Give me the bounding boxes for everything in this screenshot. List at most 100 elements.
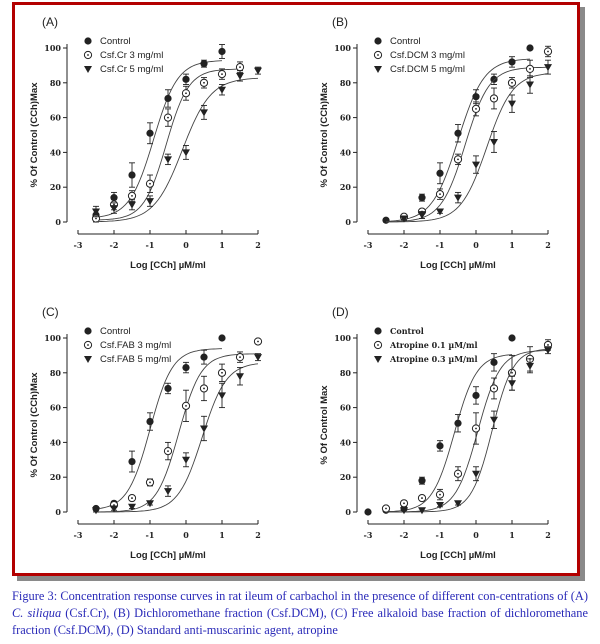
data-point-dot bbox=[113, 504, 115, 506]
data-point bbox=[200, 60, 208, 68]
x-tick-label: -3 bbox=[74, 530, 83, 540]
legend-label: Control bbox=[100, 326, 131, 337]
y-tick-label: 60 bbox=[340, 113, 352, 123]
legend-label: Control bbox=[390, 36, 421, 47]
data-point bbox=[526, 81, 534, 89]
data-point-dot bbox=[457, 158, 459, 161]
data-point bbox=[526, 44, 534, 52]
panel-title: (C) bbox=[42, 305, 59, 319]
series-2 bbox=[92, 353, 262, 515]
data-point bbox=[200, 109, 208, 117]
data-point bbox=[490, 416, 498, 424]
data-point bbox=[110, 505, 118, 513]
legend: Control Csf.Cr 3 mg/ml Csf.Cr 5 mg/ml bbox=[83, 36, 163, 75]
panel-b: (B) 0 20 40 60 80 100% Of Control (CCh)Max -3 -2… bbox=[310, 6, 580, 276]
x-tick-label: -2 bbox=[110, 240, 119, 250]
legend-label: Csf.Cr 3 mg/ml bbox=[100, 50, 163, 61]
data-point bbox=[218, 392, 226, 400]
x-tick-label: -2 bbox=[110, 530, 119, 540]
x-tick-label: -1 bbox=[146, 240, 155, 250]
data-point-dot bbox=[475, 427, 477, 430]
fit-curve bbox=[386, 348, 549, 513]
panel-d: (D) 0 20 40 60 80 100 % Of Control Max -3 -2 -1 0 1 2… bbox=[310, 296, 580, 566]
data-point bbox=[128, 457, 136, 466]
series-1 bbox=[96, 337, 263, 513]
data-point bbox=[490, 358, 498, 366]
chart-d: (D) 0 20 40 60 80 100 % Of Control Max -3 -2 -1 0 1 2… bbox=[319, 305, 553, 561]
fit-curve bbox=[95, 77, 259, 223]
data-point bbox=[472, 470, 480, 478]
data-point-dot bbox=[149, 182, 151, 185]
x-tick-label: 1 bbox=[509, 530, 515, 540]
data-point bbox=[110, 205, 118, 213]
series-1 bbox=[381, 339, 553, 513]
data-point-dot bbox=[131, 195, 133, 197]
panel-title: (B) bbox=[332, 15, 348, 29]
data-point bbox=[92, 208, 100, 216]
x-tick-label: 1 bbox=[509, 240, 515, 250]
caption-lead: Figure 3: Concentration response curves … bbox=[12, 589, 588, 603]
legend-marker-dot bbox=[87, 54, 89, 56]
data-point bbox=[182, 456, 190, 464]
x-tick-label: -1 bbox=[436, 530, 445, 540]
data-point bbox=[544, 64, 552, 72]
data-point bbox=[146, 417, 154, 426]
data-point bbox=[508, 100, 516, 108]
legend-marker-dot bbox=[87, 344, 89, 346]
legend-marker-dot bbox=[377, 54, 379, 56]
y-tick-label: 60 bbox=[50, 403, 62, 413]
y-tick-label: 80 bbox=[340, 78, 352, 88]
y-tick-label: 40 bbox=[50, 437, 62, 447]
caption-species: C. siliqua bbox=[12, 606, 62, 620]
legend-marker bbox=[374, 66, 382, 73]
data-point-dot bbox=[385, 507, 387, 510]
legend-marker bbox=[84, 327, 92, 335]
x-tick-label: 2 bbox=[255, 240, 261, 250]
legend: Control Csf.FAB 3 mg/ml Csf.FAB 5 mg/ml bbox=[83, 326, 171, 365]
data-point bbox=[382, 216, 390, 224]
y-axis-label: % Of Control (CCh)Max bbox=[319, 82, 330, 188]
x-axis-label: Log [CCh] µM/ml bbox=[130, 260, 206, 271]
x-tick-label: 0 bbox=[183, 240, 189, 250]
data-point-dot bbox=[493, 97, 495, 100]
data-point bbox=[436, 169, 444, 177]
series-2 bbox=[386, 346, 552, 515]
data-point bbox=[436, 442, 444, 450]
legend-label: Csf.Cr 5 mg/ml bbox=[100, 64, 163, 75]
data-point bbox=[218, 47, 226, 56]
y-tick-label: 80 bbox=[50, 368, 62, 378]
data-point bbox=[436, 502, 444, 510]
legend-label: Csf.FAB 3 mg/ml bbox=[100, 340, 171, 351]
fit-curve bbox=[96, 363, 259, 513]
data-point-dot bbox=[421, 497, 423, 499]
legend-label: Control bbox=[390, 326, 424, 336]
x-tick-label: 1 bbox=[219, 240, 225, 250]
data-point bbox=[472, 161, 480, 169]
data-point-dot bbox=[529, 67, 531, 70]
fit-curve bbox=[385, 66, 548, 223]
y-tick-label: 40 bbox=[340, 147, 352, 157]
y-tick-label: 60 bbox=[340, 403, 352, 413]
data-point bbox=[418, 507, 426, 515]
fit-curve bbox=[385, 350, 549, 513]
data-point-dot bbox=[547, 344, 549, 346]
data-point bbox=[508, 334, 516, 342]
y-tick-label: 0 bbox=[345, 507, 351, 517]
data-point bbox=[254, 354, 262, 362]
y-tick-label: 80 bbox=[340, 368, 352, 378]
x-tick-label: 0 bbox=[473, 530, 479, 540]
y-tick-label: 80 bbox=[50, 78, 62, 88]
data-point bbox=[236, 373, 244, 381]
data-point bbox=[164, 94, 172, 103]
data-point-dot bbox=[511, 81, 513, 84]
data-point bbox=[146, 500, 154, 508]
data-point bbox=[454, 419, 462, 427]
y-tick-label: 100 bbox=[334, 333, 351, 343]
y-tick-label: 100 bbox=[44, 43, 61, 53]
caption-rest: (Csf.Cr), (B) Dichloromethane fraction (… bbox=[12, 606, 588, 637]
y-tick-label: 20 bbox=[50, 472, 62, 482]
fit-curve bbox=[95, 68, 240, 221]
y-tick-label: 0 bbox=[55, 507, 61, 517]
fit-curve bbox=[96, 353, 258, 513]
data-point-dot bbox=[475, 108, 477, 110]
